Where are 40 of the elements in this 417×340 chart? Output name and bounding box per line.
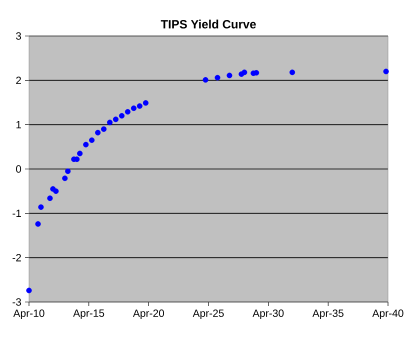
y-tick-label: -2 [12, 254, 21, 262]
point [53, 188, 59, 194]
point [38, 204, 44, 210]
point [107, 120, 113, 126]
point [136, 103, 142, 109]
point [65, 168, 71, 174]
point [47, 195, 53, 202]
x-tick-label: Apr-10 [13, 310, 44, 320]
y-tick-label: -3 [12, 298, 22, 306]
point [202, 77, 208, 83]
point [100, 126, 107, 132]
point [383, 68, 389, 74]
x-tick-label: Apr-35 [312, 310, 344, 320]
point [95, 130, 101, 136]
x-tick-label: Apr-15 [73, 310, 104, 319]
point [130, 105, 137, 112]
point [118, 113, 125, 119]
point [112, 116, 119, 122]
point [26, 288, 32, 294]
chart-title: TIPS Yield Curve [160, 20, 256, 29]
x-tick-label: Apr-30 [252, 310, 284, 320]
point [124, 109, 131, 115]
point [214, 74, 220, 80]
point [289, 70, 296, 76]
point [226, 72, 232, 78]
y-tick-label: 0 [16, 165, 22, 173]
point [62, 176, 68, 182]
y-tick-label: -1 [12, 210, 21, 217]
point [89, 137, 95, 143]
y-tick-label: 1 [16, 121, 21, 128]
point [242, 70, 248, 76]
x-tick-label: Apr-25 [192, 310, 224, 320]
y-tick-label: 3 [16, 32, 22, 40]
point [83, 142, 89, 148]
point [142, 100, 149, 106]
x-tick-label: Apr-20 [132, 310, 164, 320]
point [77, 150, 83, 156]
point [35, 221, 41, 227]
y-tick-label: 2 [16, 76, 21, 84]
x-tick-label: Apr-40 [372, 310, 404, 320]
